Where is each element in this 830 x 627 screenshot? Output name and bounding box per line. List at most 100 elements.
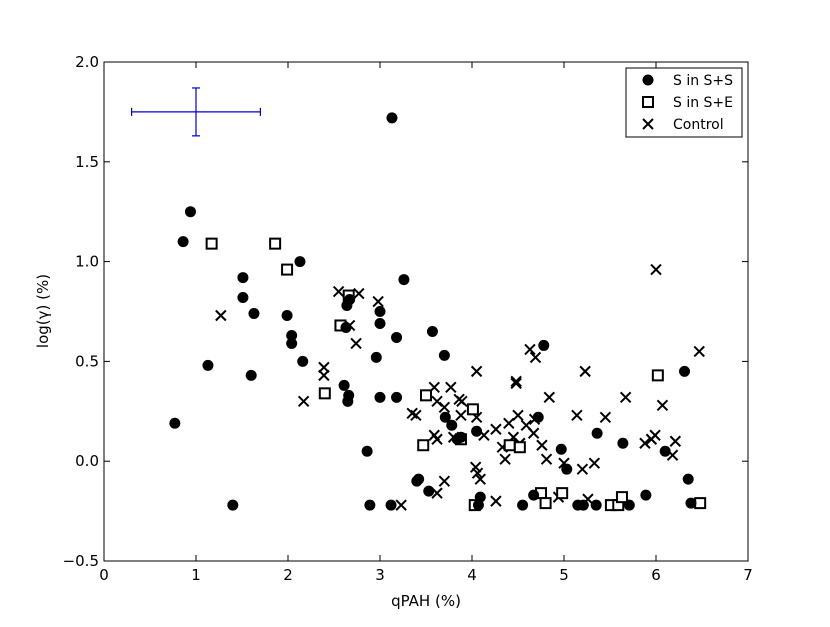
point-s-in-s-s [184, 206, 196, 218]
point-s-in-s-s [364, 499, 376, 511]
point-s-in-s-s [374, 391, 386, 403]
point-control [431, 433, 443, 445]
point-control [540, 453, 553, 465]
data-points [169, 112, 707, 512]
point-s-in-s-s [413, 473, 425, 485]
point-control [571, 409, 583, 421]
point-control [353, 287, 365, 300]
y-tick-label: 0.5 [75, 352, 99, 370]
point-control [579, 365, 591, 378]
point-control [656, 399, 669, 412]
point-control [510, 377, 522, 390]
point-control [490, 495, 502, 507]
point-s-in-s-s [374, 317, 386, 329]
point-s-in-s-s [590, 499, 602, 511]
point-s-in-s-s [474, 491, 486, 503]
point-s-in-s-s [245, 369, 257, 381]
point-s-in-s-s [682, 473, 694, 485]
point-s-in-s-s [248, 307, 260, 319]
point-s-in-s-s [532, 411, 544, 423]
point-s-in-s-s [286, 329, 298, 341]
point-s-in-s-e [417, 439, 430, 452]
point-s-in-s-s [281, 309, 293, 321]
point-s-in-s-e [539, 497, 552, 510]
point-control [350, 337, 362, 350]
point-s-in-s-s [617, 437, 629, 449]
point-control [471, 467, 484, 479]
y-tick-label: −0.5 [63, 552, 99, 570]
point-s-in-s-e [281, 263, 294, 276]
point-s-in-s-s [374, 306, 386, 317]
point-s-in-s-s [517, 499, 529, 511]
point-s-in-s-s [297, 355, 309, 367]
point-s-in-s-s [438, 349, 450, 361]
point-control [619, 391, 632, 404]
point-control [318, 369, 330, 382]
legend: S in S+S S in S+E Control [625, 67, 743, 138]
legend-marker-s-in-s-s [642, 74, 654, 86]
x-tick-label: 1 [191, 566, 201, 584]
point-s-in-s-s [685, 497, 697, 509]
point-s-in-s-s [679, 365, 691, 377]
point-s-in-s-s [591, 427, 603, 439]
point-control [455, 409, 467, 421]
point-control [512, 409, 524, 421]
point-s-in-s-s [202, 359, 214, 371]
point-s-in-s-s [385, 499, 397, 511]
point-control [543, 391, 555, 404]
point-control [395, 499, 407, 511]
point-s-in-s-s [623, 499, 635, 511]
y-axis-label: log(γ) (%) [34, 274, 52, 348]
y-tick-label: 0.0 [75, 452, 99, 470]
point-s-in-s-e [420, 389, 432, 402]
point-control [456, 395, 468, 408]
point-s-in-s-s [455, 431, 467, 443]
point-s-in-s-e [556, 487, 569, 500]
point-s-in-s-s [528, 489, 540, 501]
point-control [372, 295, 384, 308]
legend-marker-s-in-s-e [642, 96, 654, 108]
point-s-in-s-s [538, 339, 550, 351]
point-control [527, 427, 540, 439]
point-control [297, 395, 310, 408]
point-s-in-s-s [471, 425, 483, 437]
point-control [650, 263, 662, 276]
point-s-in-s-s [344, 294, 356, 306]
point-control [510, 375, 522, 388]
point-control [503, 417, 515, 429]
point-s-in-s-s [227, 499, 239, 511]
point-s-in-s-s [338, 379, 350, 391]
point-s-in-s-s [177, 236, 189, 248]
point-control [445, 381, 457, 394]
point-s-in-s-s [446, 419, 458, 431]
point-s-in-s-s [340, 321, 352, 333]
point-control [693, 345, 705, 358]
point-s-in-s-s [286, 337, 298, 349]
point-s-in-s-s [426, 325, 438, 337]
x-axis-label: qPAH (%) [391, 592, 461, 610]
legend-label-s-in-s-e: S in S+E [673, 95, 733, 111]
x-tick-label: 3 [375, 566, 385, 584]
point-control [332, 285, 345, 298]
point-s-in-s-s [659, 445, 671, 457]
legend-label-s-in-s-s: S in S+S [673, 73, 733, 89]
point-s-in-s-s [370, 351, 382, 363]
x-tick-label: 7 [743, 566, 753, 584]
point-s-in-s-s [577, 499, 589, 511]
point-control [490, 423, 502, 435]
point-control [524, 343, 536, 356]
x-tick-label: 0 [99, 566, 109, 584]
point-control [576, 463, 589, 475]
plot-area [103, 61, 749, 562]
point-s-in-s-e [503, 439, 516, 452]
point-control [474, 473, 486, 485]
point-s-in-s-e [205, 237, 218, 250]
point-s-in-s-s [361, 445, 373, 457]
point-control [470, 365, 483, 378]
point-s-in-s-s [237, 272, 249, 284]
x-tick-label: 4 [467, 566, 477, 584]
y-tick-label: 1.5 [75, 153, 99, 171]
point-s-in-s-e [513, 441, 526, 454]
point-s-in-s-s [294, 256, 306, 268]
